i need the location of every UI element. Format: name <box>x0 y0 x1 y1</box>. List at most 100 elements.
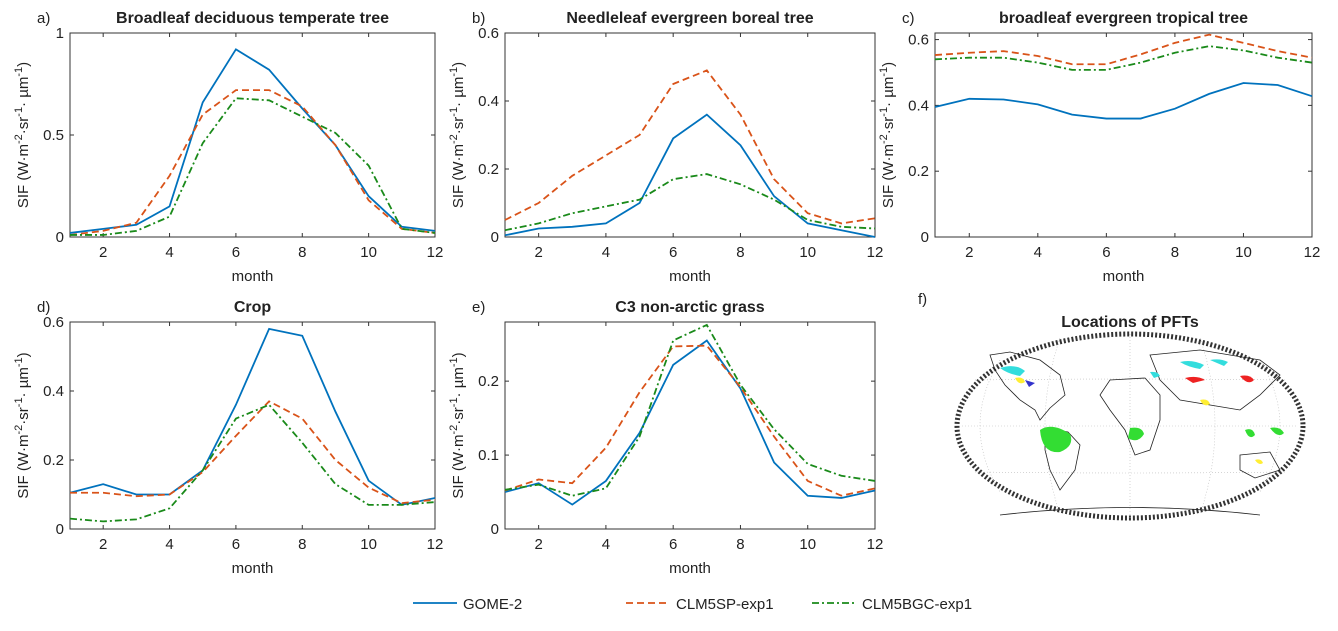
pft-map <box>954 331 1306 521</box>
x-tick-label: 8 <box>1171 244 1179 261</box>
y-label-part: ) <box>450 352 467 357</box>
series-line <box>69 48 436 234</box>
y-tick-label: 0 <box>491 229 499 246</box>
y-label-exponent: -1 <box>13 107 25 117</box>
series-line <box>504 113 876 238</box>
chart-title: Crop <box>234 299 272 316</box>
y-label-part: ) <box>15 352 32 357</box>
y-tick-label: 0.4 <box>908 97 929 114</box>
y-label-exponent: -2 <box>448 134 460 144</box>
panel-label: c) <box>902 10 915 27</box>
x-tick-label: 4 <box>602 536 610 553</box>
y-label-exponent: -1 <box>448 67 460 77</box>
x-tick-label: 8 <box>298 244 306 261</box>
x-tick-label: 6 <box>232 536 240 553</box>
y-label-exponent: -1 <box>878 107 890 117</box>
series-line <box>934 45 1313 71</box>
x-tick-label: 2 <box>99 536 107 553</box>
y-axis-label: SIF (W·m-2·sr-1· µm-1) <box>448 62 467 208</box>
x-tick-label: 2 <box>965 244 973 261</box>
panel-label: f) <box>918 291 927 308</box>
x-tick-label: 12 <box>867 244 884 261</box>
y-label-part: SIF (W·m <box>450 144 467 208</box>
x-tick-label: 10 <box>799 244 816 261</box>
series-line <box>69 327 436 506</box>
y-label-part: SIF (W·m <box>450 435 467 499</box>
y-tick-label: 0.5 <box>43 127 64 144</box>
x-tick-label: 10 <box>360 244 377 261</box>
y-label-exponent: -2 <box>878 134 890 144</box>
x-tick-label: 6 <box>232 244 240 261</box>
x-axis-label: month <box>232 268 274 285</box>
x-tick-label: 12 <box>427 536 444 553</box>
y-axis-label: SIF (W·m-2·sr-1· µm-1) <box>13 352 32 498</box>
x-tick-label: 4 <box>165 244 173 261</box>
y-tick-label: 0.4 <box>478 93 499 110</box>
chart-title: C3 non-arctic grass <box>615 299 764 316</box>
y-tick-label: 0.6 <box>478 25 499 42</box>
series-line <box>70 97 436 236</box>
x-tick-label: 12 <box>867 536 884 553</box>
x-tick-label: 4 <box>1034 244 1042 261</box>
x-tick-label: 6 <box>669 536 677 553</box>
y-label-part: · µm <box>15 367 32 397</box>
x-tick-label: 2 <box>99 244 107 261</box>
axes-box <box>504 321 876 530</box>
x-tick-label: 8 <box>736 536 744 553</box>
y-axis-label: SIF (W·m-2·sr-1· µm-1) <box>878 62 897 208</box>
y-label-part: ·sr <box>15 117 32 135</box>
series-line <box>504 344 876 497</box>
x-tick-label: 10 <box>799 536 816 553</box>
x-tick-label: 6 <box>669 244 677 261</box>
x-tick-label: 8 <box>298 536 306 553</box>
series-line <box>69 403 436 523</box>
series-line <box>504 323 876 497</box>
y-label-exponent: -1 <box>13 67 25 77</box>
series-line <box>934 82 1313 120</box>
x-tick-label: 12 <box>1304 244 1321 261</box>
y-label-part: SIF (W·m <box>15 144 32 208</box>
y-tick-label: 0 <box>921 229 929 246</box>
x-tick-label: 8 <box>736 244 744 261</box>
y-label-part: ) <box>450 62 467 67</box>
y-label-exponent: -2 <box>448 425 460 435</box>
x-tick-label: 10 <box>1235 244 1252 261</box>
y-label-exponent: -1 <box>448 397 460 407</box>
legend-label: CLM5SP-exp1 <box>676 596 774 613</box>
y-tick-label: 0.6 <box>908 32 929 49</box>
x-tick-label: 2 <box>534 536 542 553</box>
y-label-exponent: -2 <box>13 134 25 144</box>
series-line <box>504 339 876 506</box>
chart-title: broadleaf evergreen tropical tree <box>999 10 1248 27</box>
y-label-exponent: -1 <box>878 67 890 77</box>
axes-box <box>504 32 876 238</box>
y-label-part: SIF (W·m <box>15 435 32 499</box>
y-label-exponent: -1 <box>13 397 25 407</box>
x-tick-label: 4 <box>165 536 173 553</box>
x-axis-label: month <box>669 560 711 577</box>
y-axis-label: SIF (W·m-2·sr-1· µm-1) <box>448 352 467 498</box>
y-tick-label: 0.2 <box>43 452 64 469</box>
y-label-part: · µm <box>450 367 467 397</box>
series-line <box>504 173 876 232</box>
x-tick-label: 6 <box>1102 244 1110 261</box>
y-tick-label: 0 <box>491 521 499 538</box>
panel-label: a) <box>37 10 50 27</box>
y-label-part: · µm <box>15 77 32 107</box>
y-label-part: ) <box>15 62 32 67</box>
x-axis-label: month <box>1103 268 1145 285</box>
y-tick-label: 1 <box>56 25 64 42</box>
axes-box <box>934 32 1313 238</box>
x-axis-label: month <box>232 560 274 577</box>
legend-label: GOME-2 <box>463 596 522 613</box>
x-axis-label: month <box>669 268 711 285</box>
panel-label: d) <box>37 299 50 316</box>
y-tick-label: 0.2 <box>478 373 499 390</box>
y-tick-label: 0.2 <box>478 161 499 178</box>
y-label-part: SIF (W·m <box>880 144 897 208</box>
y-label-part: ·sr <box>450 117 467 135</box>
y-axis-label: SIF (W·m-2·sr-1· µm-1) <box>13 62 32 208</box>
y-tick-label: 0.2 <box>908 163 929 180</box>
x-tick-label: 2 <box>534 244 542 261</box>
x-tick-label: 10 <box>360 536 377 553</box>
